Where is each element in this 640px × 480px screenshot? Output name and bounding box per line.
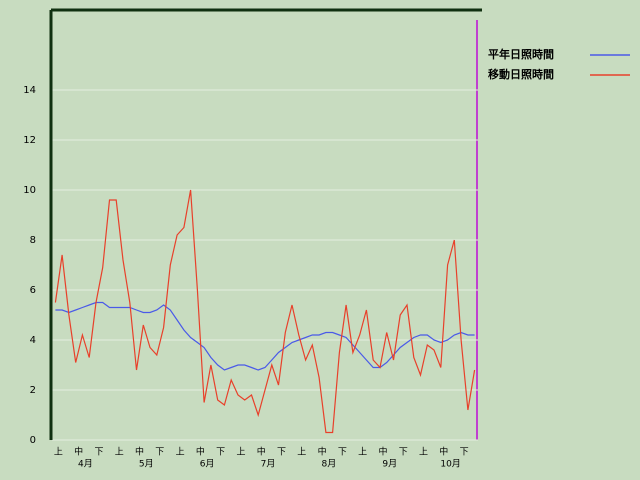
x-tick-label: 中 (74, 446, 83, 458)
x-tick-label: 下 (216, 448, 225, 458)
y-tick-label: 12 (23, 135, 36, 146)
x-tick-label: 上 (54, 447, 63, 458)
x-tick-label: 中 (439, 446, 448, 458)
y-tick-label: 2 (30, 385, 36, 396)
x-tick-label: 上 (419, 447, 428, 458)
x-tick-label: 中 (135, 446, 144, 458)
month-label: 9月 (382, 459, 397, 470)
x-tick-label: 中 (378, 446, 387, 458)
legend-label: 平年日照時間 (488, 47, 554, 61)
legend-label: 移動日照時間 (488, 67, 554, 81)
y-tick-label: 10 (23, 185, 36, 196)
month-label: 5月 (139, 459, 154, 470)
x-tick-label: 上 (236, 447, 245, 458)
month-label: 6月 (200, 459, 215, 470)
x-tick-label: 下 (155, 448, 164, 458)
x-tick-label: 上 (297, 447, 306, 458)
y-tick-label: 0 (30, 435, 36, 446)
x-tick-label: 中 (196, 446, 205, 458)
x-tick-label: 上 (115, 447, 124, 458)
month-label: 7月 (261, 459, 276, 470)
y-tick-label: 6 (30, 285, 36, 296)
series-line (55, 301, 475, 371)
y-tick-label: 8 (30, 235, 36, 246)
month-label: 8月 (321, 459, 336, 470)
x-tick-label: 下 (399, 448, 408, 458)
x-tick-label: 下 (460, 448, 469, 458)
x-tick-label: 下 (277, 448, 286, 458)
y-tick-label: 4 (30, 335, 36, 346)
x-tick-label: 下 (338, 448, 347, 458)
x-tick-label: 中 (257, 446, 266, 458)
series-line (54, 189, 476, 434)
x-tick-label: 上 (176, 447, 185, 458)
x-tick-label: 上 (358, 447, 367, 458)
x-tick-label: 下 (94, 448, 103, 458)
month-label: 4月 (78, 459, 93, 470)
month-label: 10月 (440, 459, 460, 470)
y-tick-label: 14 (23, 85, 36, 96)
x-tick-label: 中 (318, 446, 327, 458)
